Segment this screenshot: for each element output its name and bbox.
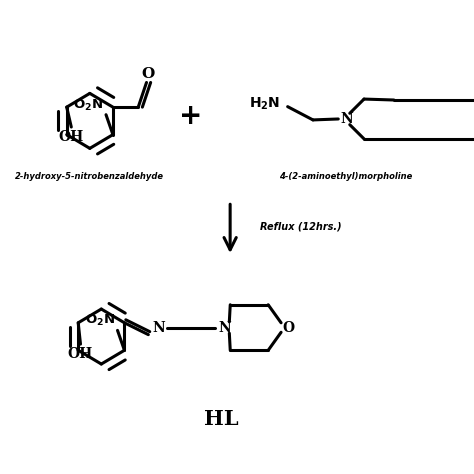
Text: 4-(2-aminoethyl)morpholine: 4-(2-aminoethyl)morpholine [279,172,412,181]
Text: 2-hydroxy-5-nitrobenzaldehyde: 2-hydroxy-5-nitrobenzaldehyde [15,172,164,181]
Text: Reflux (12hrs.): Reflux (12hrs.) [260,221,342,232]
Text: OH: OH [68,346,93,361]
Text: O: O [142,67,155,81]
Text: O: O [282,320,294,335]
Text: $\mathbf{O_2N}$: $\mathbf{O_2N}$ [85,312,115,328]
Text: N: N [340,112,353,126]
Text: N: N [152,320,165,335]
Text: +: + [179,102,203,130]
Text: $\mathbf{O_2N}$: $\mathbf{O_2N}$ [73,98,104,113]
Text: $\mathbf{H_2N}$: $\mathbf{H_2N}$ [248,96,280,112]
Text: HL: HL [204,410,238,429]
Text: N: N [219,320,231,335]
Text: OH: OH [59,129,84,144]
